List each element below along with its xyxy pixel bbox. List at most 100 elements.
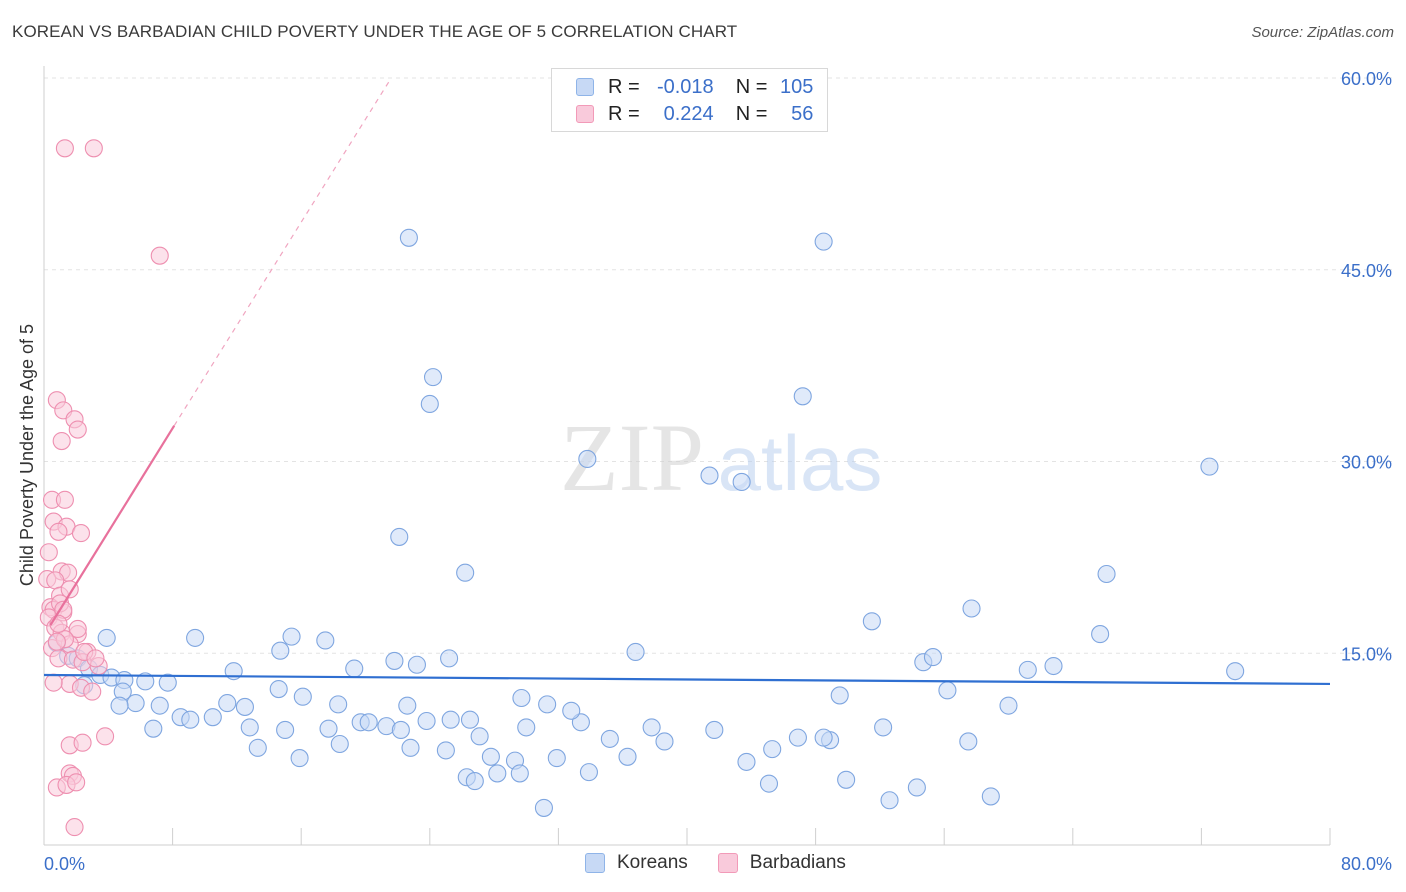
barbadians-point bbox=[84, 139, 103, 158]
koreans-point bbox=[470, 727, 489, 746]
koreans-point bbox=[144, 719, 163, 738]
koreans-point bbox=[512, 688, 531, 708]
koreans-point bbox=[399, 228, 418, 247]
koreans-point bbox=[420, 394, 439, 414]
koreans-point bbox=[97, 628, 116, 647]
koreans-point bbox=[401, 738, 420, 757]
koreans-point bbox=[830, 686, 849, 705]
koreans-point bbox=[655, 732, 674, 751]
koreans-trend-line bbox=[43, 673, 1331, 686]
trend-lines bbox=[43, 77, 1331, 686]
koreans-point bbox=[938, 681, 957, 700]
koreans-point bbox=[732, 472, 751, 492]
koreans-point bbox=[626, 642, 645, 662]
koreans-point bbox=[423, 368, 443, 387]
koreans-point bbox=[705, 720, 724, 740]
koreans-point bbox=[999, 696, 1018, 715]
x-tick-label-max: 80.0% bbox=[1341, 854, 1392, 874]
koreans-point bbox=[862, 612, 881, 631]
correlation-legend: R = -0.018 N = 105 R = 0.224 N = 56 bbox=[551, 68, 828, 132]
koreans-point bbox=[436, 741, 455, 760]
koreans-point bbox=[763, 740, 782, 759]
koreans-point bbox=[814, 728, 833, 747]
barbadians-point bbox=[39, 543, 58, 562]
barbadians-point bbox=[96, 727, 115, 746]
barbadians-point bbox=[47, 632, 66, 651]
koreans-point bbox=[481, 747, 500, 766]
barbadians-point bbox=[52, 431, 71, 451]
barbadians-trend-extension bbox=[173, 77, 392, 427]
legend-row-koreans: R = -0.018 N = 105 bbox=[576, 75, 813, 99]
chart-title: KOREAN VS BARBADIAN CHILD POVERTY UNDER … bbox=[12, 22, 738, 41]
y-tick-label: 30.0% bbox=[1341, 453, 1392, 473]
koreans-point bbox=[923, 648, 942, 667]
koreans-point bbox=[385, 651, 404, 670]
koreans-point bbox=[271, 641, 290, 660]
koreans-point bbox=[534, 798, 553, 817]
koreans-point bbox=[329, 695, 348, 714]
koreans-point bbox=[962, 599, 981, 618]
barbadians-point bbox=[55, 139, 74, 158]
legend-item-koreans[interactable]: Koreans bbox=[585, 852, 688, 874]
koreans-point bbox=[510, 764, 529, 783]
legend-item-barbadians[interactable]: Barbadians bbox=[717, 852, 846, 874]
n-label: N = bbox=[735, 102, 768, 125]
barbadians-point bbox=[73, 733, 92, 752]
barbadians-point bbox=[150, 246, 169, 265]
axes bbox=[43, 66, 1331, 846]
koreans-point bbox=[547, 749, 566, 768]
koreans-legend-swatch bbox=[585, 853, 605, 873]
y-tick-label: 45.0% bbox=[1341, 261, 1392, 281]
koreans-point bbox=[907, 778, 926, 797]
gridlines bbox=[44, 77, 1392, 654]
koreans-point bbox=[814, 232, 833, 251]
koreans-point bbox=[578, 449, 597, 468]
koreans-point bbox=[235, 697, 254, 716]
koreans-point bbox=[517, 718, 536, 737]
barbadians-point bbox=[55, 490, 74, 509]
koreans-point bbox=[181, 710, 200, 729]
koreans-point bbox=[618, 747, 637, 766]
koreans-point bbox=[186, 628, 205, 647]
barbadians-legend-swatch bbox=[717, 853, 738, 873]
y-tick-label: 15.0% bbox=[1341, 644, 1392, 664]
koreans-point bbox=[390, 527, 409, 546]
barbadians-swatch bbox=[576, 105, 594, 123]
koreans-point bbox=[441, 710, 460, 729]
koreans-point bbox=[488, 764, 507, 783]
barbadians-point bbox=[83, 682, 102, 701]
koreans-point bbox=[316, 631, 335, 650]
barbadians-point bbox=[68, 420, 87, 439]
barbadians-n-value: 56 bbox=[791, 102, 814, 125]
barbadians-r-value: 0.224 bbox=[663, 102, 714, 125]
watermark-atlas: atlas bbox=[718, 419, 883, 507]
koreans-point bbox=[959, 732, 978, 751]
barbadians-point bbox=[86, 649, 105, 668]
barbadians-point bbox=[60, 580, 79, 599]
koreans-r-value: -0.018 bbox=[656, 75, 714, 98]
koreans-point bbox=[880, 791, 899, 810]
r-label: R = bbox=[608, 75, 640, 98]
koreans-point bbox=[126, 694, 145, 713]
koreans-point bbox=[874, 718, 893, 737]
koreans-point bbox=[110, 696, 129, 715]
koreans-point bbox=[737, 752, 756, 771]
barbadians-point bbox=[71, 524, 91, 543]
koreans-point bbox=[290, 749, 309, 768]
koreans-point bbox=[282, 627, 301, 646]
koreans-point bbox=[359, 713, 378, 732]
koreans-point bbox=[218, 694, 237, 713]
koreans-point bbox=[579, 763, 598, 782]
koreans-point bbox=[1018, 660, 1037, 679]
koreans-point bbox=[460, 710, 480, 729]
koreans-point bbox=[642, 718, 661, 737]
koreans-point bbox=[759, 774, 779, 793]
koreans-point bbox=[330, 734, 349, 754]
koreans-point bbox=[150, 696, 169, 715]
koreans-point bbox=[136, 672, 155, 691]
n-label: N = bbox=[735, 75, 768, 98]
koreans-point bbox=[345, 659, 364, 678]
koreans-point bbox=[269, 679, 288, 699]
koreans-point bbox=[240, 718, 259, 737]
